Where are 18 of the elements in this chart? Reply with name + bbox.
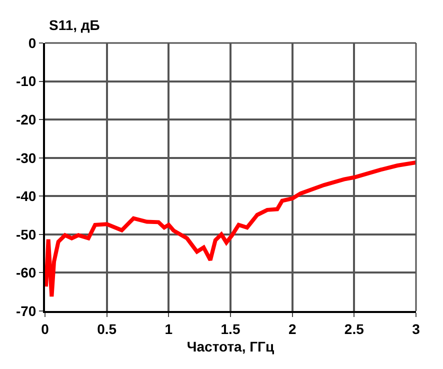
y-axis-title: S11, дБ xyxy=(49,17,100,33)
y-tick-label: -50 xyxy=(16,226,36,242)
y-tick-label: -70 xyxy=(16,302,36,319)
x-tick-label: 0.5 xyxy=(97,320,117,337)
x-tick-label: 0 xyxy=(41,320,50,337)
x-tick-label: 1 xyxy=(164,320,173,337)
y-tick-label: -10 xyxy=(16,73,36,90)
y-tick-label: -20 xyxy=(16,111,36,128)
x-tick-label: 2.5 xyxy=(344,320,364,337)
y-tick-label: -40 xyxy=(16,188,36,204)
line-series xyxy=(45,160,416,298)
y-tick-label: -60 xyxy=(16,264,36,281)
x-axis-title: Частота, ГГц xyxy=(186,338,274,355)
x-tick-label: 2 xyxy=(288,320,296,337)
y-tick-label: -30 xyxy=(16,150,36,166)
x-tick-label: 1.5 xyxy=(220,320,240,337)
y-tick-label: 0 xyxy=(28,34,36,51)
x-tick-label: 3 xyxy=(412,320,420,337)
